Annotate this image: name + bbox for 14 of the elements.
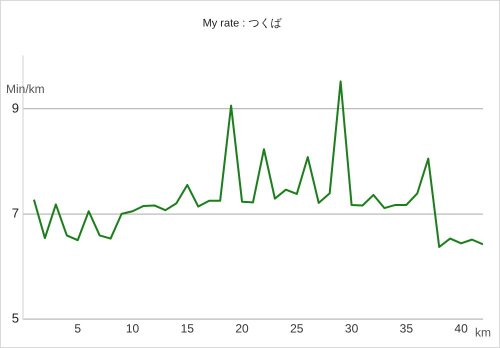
chart-title: My rate : つくば — [202, 18, 282, 30]
x-tick-label: 15 — [180, 322, 194, 336]
x-axis-title: km — [475, 325, 491, 340]
y-tick-label: 5 — [12, 310, 19, 326]
y-tick-label: 7 — [12, 205, 19, 220]
y-axis-title: Min/km — [6, 82, 45, 96]
x-tick-label: 25 — [290, 322, 304, 336]
y-tick-label: 9 — [12, 100, 19, 116]
x-tick-label: 35 — [400, 322, 414, 336]
x-tick-label: 5 — [74, 322, 82, 336]
x-tick-label: 30 — [344, 322, 359, 336]
x-tick-label: 10 — [126, 322, 140, 336]
x-tick-label: 20 — [235, 322, 250, 336]
x-tick-label: 40 — [454, 322, 468, 336]
